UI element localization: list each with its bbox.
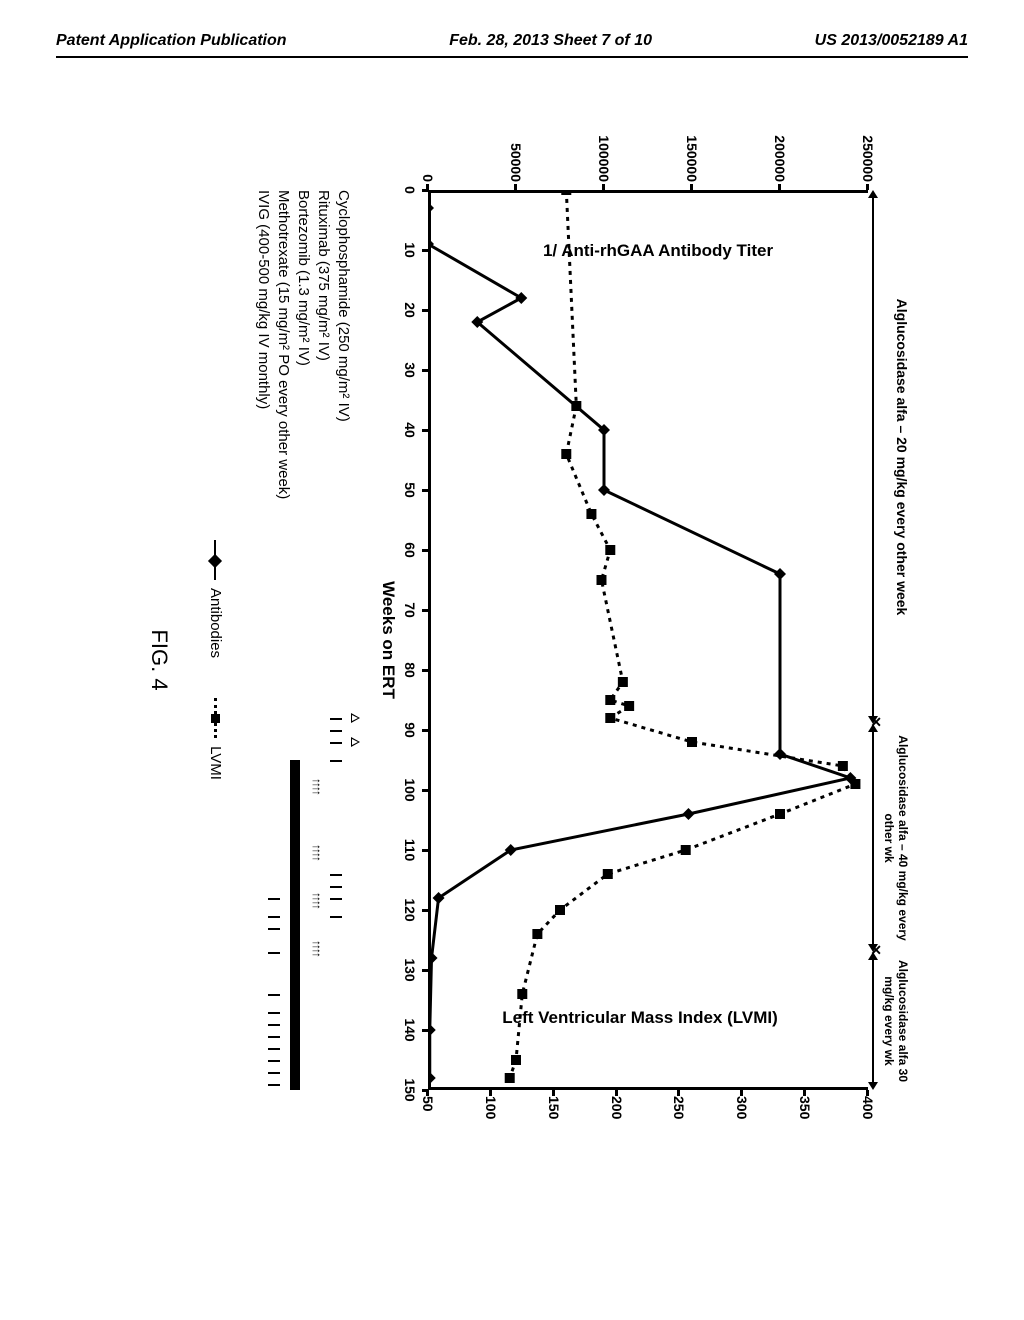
chart-svg (428, 190, 868, 1090)
figure-label: FIG. 4 (146, 629, 172, 690)
legend-lvmi-label: LVMI (207, 746, 224, 780)
header-rule (56, 56, 968, 58)
figure-4: 1/ Anti-rhGAA Antibody Titer Left Ventri… (132, 110, 892, 1210)
antibody-series (428, 190, 856, 1084)
header-left: Patent Application Publication (56, 32, 287, 50)
legend: Antibodies LVMI (207, 540, 224, 780)
chart-area: 1/ Anti-rhGAA Antibody Titer Left Ventri… (428, 190, 868, 1090)
legend-antibodies-marker (215, 540, 217, 580)
header-right: US 2013/0052189 A1 (815, 32, 968, 50)
x-axis-label: Weeks on ERT (378, 581, 398, 699)
lvmi-series (505, 190, 861, 1083)
header-center: Feb. 28, 2013 Sheet 7 of 10 (449, 32, 652, 50)
page-header: Patent Application Publication Feb. 28, … (0, 32, 1024, 50)
drug-timeline: ↑↑↑↑↑↑↑↑↑↑↑↑↑↑↑↑ (242, 190, 362, 1090)
legend-antibodies-label: Antibodies (207, 588, 224, 658)
legend-lvmi: LVMI (207, 698, 224, 780)
legend-antibodies: Antibodies (207, 540, 224, 658)
legend-lvmi-marker (214, 698, 217, 738)
